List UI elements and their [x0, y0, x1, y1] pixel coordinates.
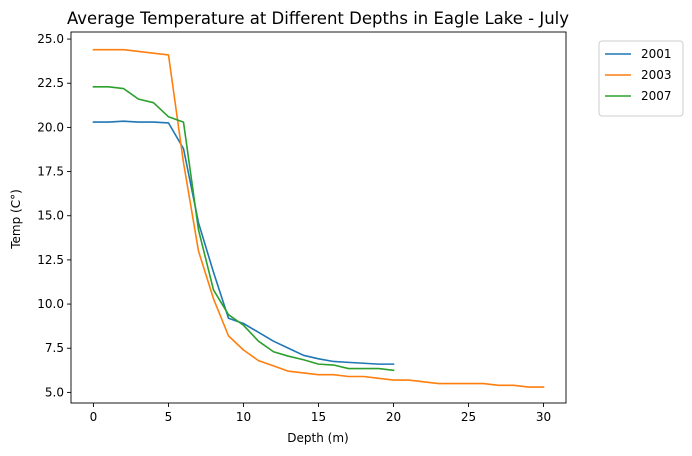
y-tick-label: 7.5 — [45, 341, 64, 355]
x-axis-ticks: 0 5 10 15 20 25 30 — [90, 403, 551, 424]
legend-label-2003: 2003 — [641, 68, 672, 82]
y-tick-label: 5.0 — [45, 385, 64, 399]
series-line-2007 — [92, 85, 395, 372]
x-tick-label: 20 — [386, 410, 401, 424]
y-tick-label: 10.0 — [37, 297, 64, 311]
x-tick-label: 25 — [461, 410, 476, 424]
legend-label-2007: 2007 — [641, 89, 672, 103]
y-tick-label: 22.5 — [37, 76, 64, 90]
series-line-2003 — [92, 48, 545, 388]
y-tick-label: 25.0 — [37, 32, 64, 46]
legend-box — [598, 40, 684, 117]
plot-area — [70, 31, 567, 404]
x-tick-label: 15 — [311, 410, 326, 424]
chart-title: Average Temperature at Different Depths … — [67, 9, 569, 28]
x-axis-label: Depth (m) — [287, 431, 348, 445]
series-line-2001 — [92, 120, 395, 365]
legend: 2001 2003 2007 — [598, 40, 684, 117]
y-axis-ticks: 5.0 7.5 10.0 12.5 15.0 17.5 20.0 22.5 25.0 — [37, 32, 71, 399]
x-tick-label: 0 — [90, 410, 98, 424]
y-tick-label: 20.0 — [37, 120, 64, 134]
y-tick-label: 12.5 — [37, 253, 64, 267]
y-axis-label: Temp (C°) — [9, 189, 23, 250]
x-tick-label: 30 — [536, 410, 551, 424]
legend-label-2001: 2001 — [641, 47, 672, 61]
y-tick-label: 15.0 — [37, 209, 64, 223]
y-tick-label: 17.5 — [37, 165, 64, 179]
plot-frame — [70, 31, 567, 404]
x-tick-label: 10 — [236, 410, 251, 424]
x-tick-label: 5 — [165, 410, 173, 424]
